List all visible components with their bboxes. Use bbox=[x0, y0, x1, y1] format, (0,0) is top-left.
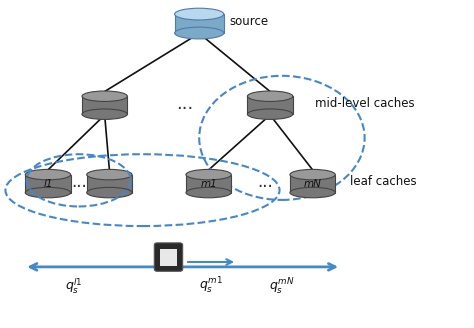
FancyBboxPatch shape bbox=[174, 14, 224, 33]
Ellipse shape bbox=[82, 91, 128, 101]
Ellipse shape bbox=[186, 187, 231, 198]
FancyBboxPatch shape bbox=[160, 249, 176, 266]
Ellipse shape bbox=[290, 187, 335, 198]
Ellipse shape bbox=[82, 109, 128, 119]
Ellipse shape bbox=[186, 169, 231, 180]
Text: $q_s^{mN}$: $q_s^{mN}$ bbox=[269, 277, 294, 297]
Text: ...: ... bbox=[257, 173, 273, 191]
Text: m1: m1 bbox=[201, 179, 217, 189]
Text: leaf caches: leaf caches bbox=[350, 175, 417, 189]
Ellipse shape bbox=[174, 8, 224, 20]
Ellipse shape bbox=[25, 187, 71, 198]
FancyBboxPatch shape bbox=[290, 174, 335, 193]
Text: $q_s^{m1}$: $q_s^{m1}$ bbox=[199, 276, 223, 296]
Ellipse shape bbox=[247, 109, 293, 119]
Text: ...: ... bbox=[176, 94, 194, 113]
Text: $q_s^{l1}$: $q_s^{l1}$ bbox=[65, 277, 83, 296]
Ellipse shape bbox=[25, 169, 71, 180]
FancyBboxPatch shape bbox=[87, 174, 132, 193]
Ellipse shape bbox=[247, 91, 293, 101]
FancyBboxPatch shape bbox=[82, 96, 128, 114]
Text: mid-level caches: mid-level caches bbox=[315, 97, 415, 110]
FancyBboxPatch shape bbox=[155, 243, 182, 271]
FancyBboxPatch shape bbox=[247, 96, 293, 114]
Ellipse shape bbox=[174, 27, 224, 39]
Ellipse shape bbox=[290, 169, 335, 180]
FancyBboxPatch shape bbox=[186, 174, 231, 193]
Text: source: source bbox=[230, 15, 269, 29]
FancyBboxPatch shape bbox=[25, 174, 71, 193]
Text: ...: ... bbox=[71, 173, 87, 191]
Text: mN: mN bbox=[304, 179, 321, 189]
Text: l1: l1 bbox=[43, 179, 53, 189]
Ellipse shape bbox=[87, 187, 132, 198]
Ellipse shape bbox=[87, 169, 132, 180]
